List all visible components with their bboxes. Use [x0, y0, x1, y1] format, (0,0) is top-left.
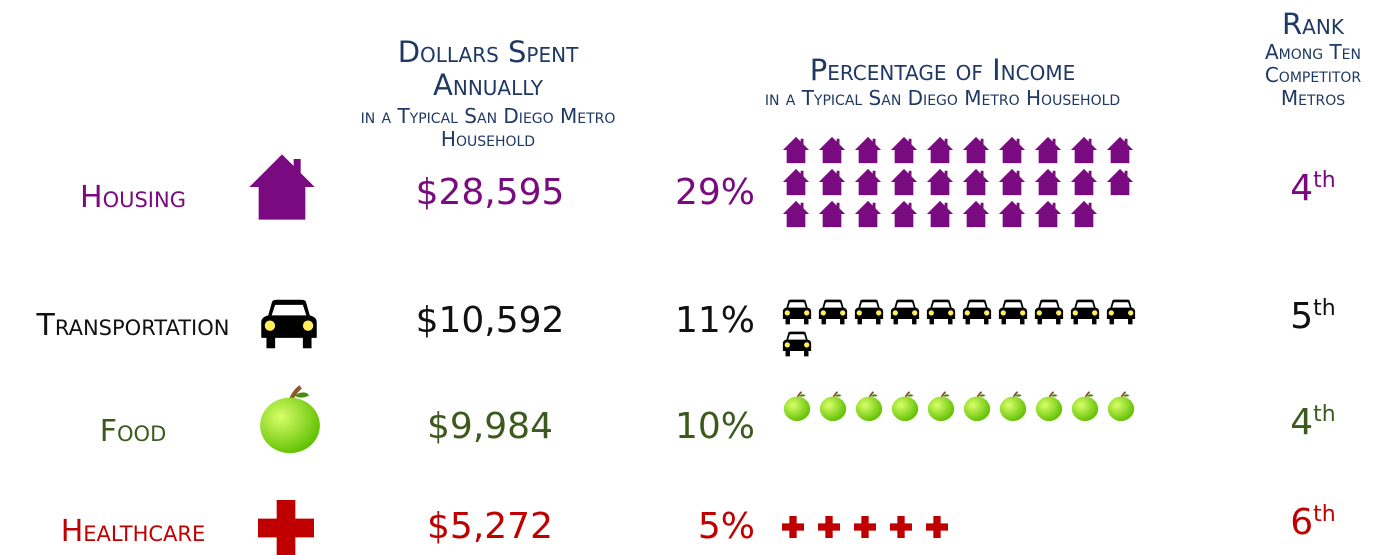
percent-icon	[1034, 136, 1062, 164]
percent-icon	[890, 391, 920, 421]
percent-icon	[926, 136, 954, 164]
percent-icon	[1106, 136, 1134, 164]
percent-icon	[782, 331, 812, 357]
category-icon	[258, 500, 314, 555]
rank: 4th	[1253, 168, 1373, 209]
header-subtitle: Among Ten Competitor Metros	[1264, 40, 1362, 111]
percent-icon	[818, 168, 846, 196]
rank-number: 4	[1290, 402, 1314, 443]
dollars-header: Dollars Spent Annually in a Typical San …	[348, 35, 628, 151]
percent-icon	[998, 136, 1026, 164]
percent-icon	[818, 391, 848, 421]
dollars: $5,272	[427, 506, 553, 547]
row-label: Healthcare	[60, 514, 206, 549]
percent-icon	[1106, 391, 1136, 421]
rank-number: 5	[1290, 296, 1314, 337]
percent-icon	[854, 299, 884, 325]
rank: 4th	[1253, 402, 1373, 443]
percent-icon	[1106, 168, 1134, 196]
row-label: Food	[99, 414, 167, 449]
percent-icon	[890, 168, 918, 196]
dollars: $9,984	[427, 406, 553, 447]
header-subtitle: in a Typical San Diego Metro Household	[764, 86, 1121, 111]
category-icon	[260, 387, 320, 453]
percent-icon	[890, 200, 918, 228]
dollars: $10,592	[415, 300, 565, 341]
percent-icon	[1070, 168, 1098, 196]
percent-icon	[854, 168, 882, 196]
percent-icon	[854, 516, 876, 538]
percent-icon	[818, 200, 846, 228]
rank-suffix: th	[1313, 402, 1336, 427]
percent-icon	[962, 168, 990, 196]
row-label: Housing	[80, 180, 186, 215]
percent-icon	[1070, 200, 1098, 228]
header-title: Dollars Spent Annually	[397, 35, 579, 103]
percent-icon	[1070, 391, 1100, 421]
rank: 6th	[1253, 502, 1373, 543]
row-label: Transportation	[36, 308, 230, 343]
percent-icon	[818, 516, 840, 538]
percent: 11%	[674, 300, 755, 341]
percent-icon	[782, 200, 810, 228]
percent-icon	[782, 391, 812, 421]
percent-icon	[818, 299, 848, 325]
rank-header: Rank Among Ten Competitor Metros	[1228, 7, 1393, 111]
percent-icon	[1034, 200, 1062, 228]
category-icon	[249, 154, 315, 220]
percent-icon	[1034, 299, 1064, 325]
percent-icon	[962, 200, 990, 228]
percent-icon	[782, 516, 804, 538]
percent-icon	[782, 299, 812, 325]
header-title: Percentage of Income	[809, 53, 1076, 87]
percent-icon	[782, 168, 810, 196]
percent: 10%	[674, 406, 755, 447]
percent-icon	[998, 168, 1026, 196]
rank-suffix: th	[1313, 296, 1336, 321]
percent-icon	[962, 136, 990, 164]
rank-suffix: th	[1313, 502, 1336, 527]
percent-icon	[962, 299, 992, 325]
header-subtitle: in a Typical San Diego Metro Household	[360, 103, 616, 151]
percent-icon	[926, 516, 948, 538]
category-icon	[261, 299, 317, 349]
rank-suffix: th	[1313, 168, 1336, 193]
rank: 5th	[1253, 296, 1373, 337]
percent-icon	[1034, 391, 1064, 421]
percent-icon	[926, 200, 954, 228]
percent-icon	[998, 391, 1028, 421]
percent-icon	[1070, 136, 1098, 164]
percent-icon	[926, 168, 954, 196]
dollars: $28,595	[415, 172, 565, 213]
percent-icon	[926, 299, 956, 325]
rank-number: 6	[1290, 502, 1314, 543]
percent-icon	[890, 136, 918, 164]
percent-icon	[890, 299, 920, 325]
percent-icon	[854, 136, 882, 164]
percent-icon	[818, 136, 846, 164]
percent-icon	[854, 200, 882, 228]
percent-icon	[926, 391, 956, 421]
percent-icon	[962, 391, 992, 421]
header-title: Rank	[1282, 7, 1344, 41]
percent-icon	[1034, 168, 1062, 196]
percent: 5%	[697, 506, 755, 547]
percent-icon	[1070, 299, 1100, 325]
percent-icon	[782, 136, 810, 164]
percent-header: Percentage of Income in a Typical San Di…	[690, 53, 1195, 111]
percent: 29%	[674, 172, 755, 213]
percent-icon	[998, 200, 1026, 228]
percent-icon	[854, 391, 884, 421]
percent-icon	[1106, 299, 1136, 325]
percent-icon	[890, 516, 912, 538]
percent-icon	[998, 299, 1028, 325]
rank-number: 4	[1290, 168, 1314, 209]
